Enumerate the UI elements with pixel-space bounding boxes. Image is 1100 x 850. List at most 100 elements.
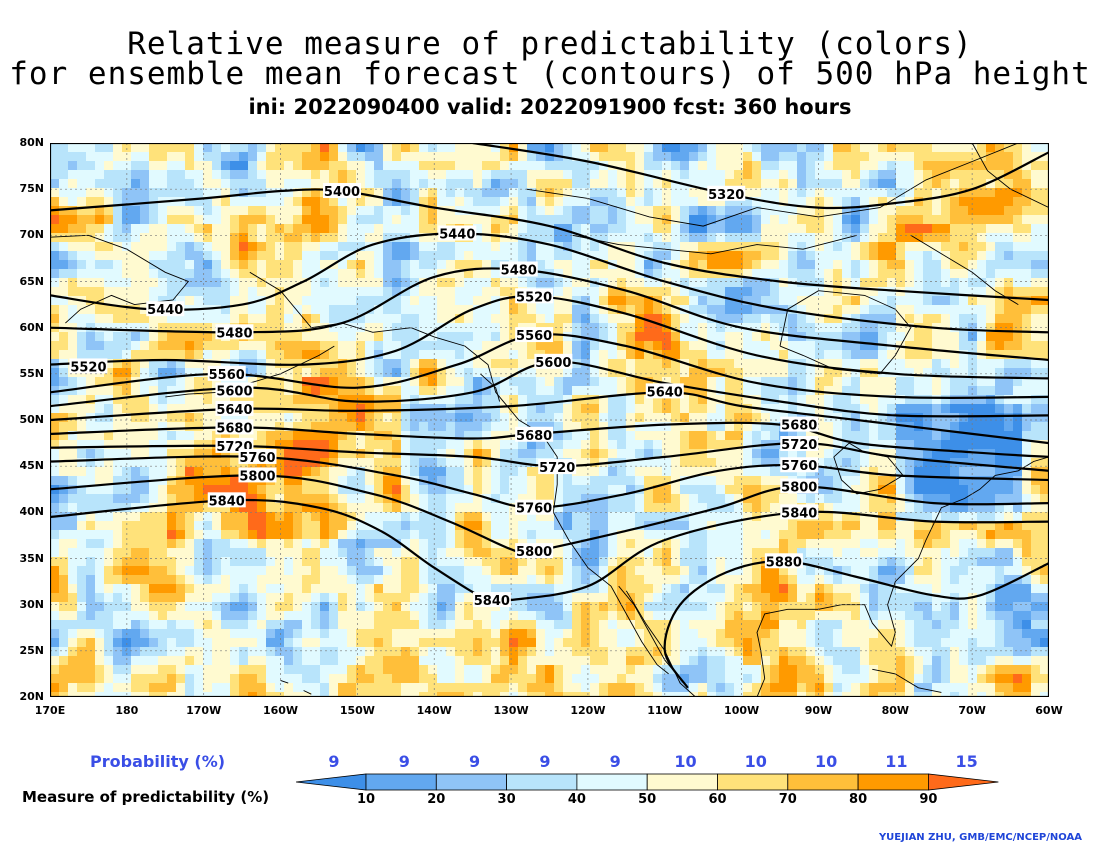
- contour-label-5880: 5880: [764, 553, 803, 570]
- color-bar-segment: [365, 773, 437, 791]
- color-bar-segment: [435, 773, 508, 791]
- contour-label-5680: 5680: [515, 426, 554, 444]
- lon-label: 170W: [186, 704, 222, 717]
- probability-value: 9: [609, 752, 621, 771]
- contour-label-5640: 5640: [645, 383, 684, 400]
- contour-label-5560: 5560: [207, 365, 246, 383]
- lon-label: 80W: [881, 704, 910, 717]
- lon-label: 150W: [339, 704, 375, 717]
- lat-label: 55N: [19, 366, 44, 380]
- contour-label-5600: 5600: [534, 353, 573, 371]
- lon-label: 120W: [570, 704, 606, 717]
- contour-label-5520: 5520: [69, 358, 108, 375]
- title-line-3: ini: 2022090400 valid: 2022091900 fcst: …: [248, 95, 852, 119]
- lon-label: 160W: [262, 704, 299, 717]
- lat-label: 65N: [19, 274, 44, 288]
- color-bar-segment: [506, 773, 578, 791]
- lat-label: 60N: [19, 320, 44, 334]
- measure-title: Measure of predictability (%): [22, 788, 270, 806]
- color-bar: [296, 773, 999, 791]
- color-bar-label: 20: [427, 792, 446, 807]
- probability-value: 15: [955, 752, 978, 771]
- contour-label-5720: 5720: [538, 459, 577, 476]
- lon-label: 60W: [1035, 704, 1063, 717]
- color-bar-segment: [717, 773, 789, 791]
- probability-value: 11: [885, 752, 908, 771]
- color-bar-segment: [646, 773, 718, 791]
- lat-label: 35N: [19, 551, 44, 565]
- color-bar-label: 40: [567, 792, 586, 807]
- title-line-2: for ensemble mean forecast (contours) of…: [9, 56, 1091, 92]
- map-canvas: 5320 5400 5440 5440 5480 5480 5520 5520 5560 5560…: [49, 142, 1050, 698]
- lon-label: 130W: [493, 704, 529, 717]
- color-bar-label: 30: [497, 792, 516, 807]
- probability-value: 9: [539, 752, 551, 771]
- lon-label: 110W: [647, 704, 683, 717]
- contour-label-5600: 5600: [215, 382, 254, 399]
- contour-label-5760: 5760: [238, 448, 277, 466]
- lat-label: 45N: [19, 459, 44, 473]
- color-bar-segment: [576, 773, 648, 791]
- color-bar-segment: [928, 773, 999, 791]
- color-bar-label: 10: [356, 792, 376, 807]
- lon-label: 180: [115, 704, 139, 717]
- contour-label-5840: 5840: [207, 492, 246, 509]
- contour-labels: 5320 5400 5440 5440 5480 5480 5520 5520 5560 5560…: [69, 183, 819, 609]
- color-bar-segment: [857, 773, 929, 791]
- title-line-1: Relative measure of predictability (colo…: [127, 26, 973, 62]
- probability-value: 10: [744, 752, 767, 771]
- lat-label: 25N: [19, 643, 44, 657]
- contour-label-5680: 5680: [780, 416, 819, 434]
- probability-value: 9: [469, 752, 481, 771]
- contour-label-5560: 5560: [515, 327, 554, 344]
- lat-label: 70N: [19, 228, 44, 242]
- credit-text: YUEJIAN ZHU, GMB/EMC/NCEP/NOAA: [878, 832, 1082, 843]
- probability-title: Probability (%): [90, 752, 226, 771]
- contour-label-5760: 5760: [780, 457, 819, 474]
- color-bar-segment: [787, 773, 859, 791]
- contour-label-5840: 5840: [472, 592, 511, 609]
- contour-label-5480: 5480: [499, 261, 538, 278]
- contour-5400: [50, 188, 1049, 302]
- color-bar-label: 50: [638, 792, 657, 807]
- contour-label-5320: 5320: [707, 185, 746, 203]
- contour-label-5440: 5440: [438, 225, 477, 242]
- probability-value: 9: [328, 752, 340, 771]
- probability-value: 9: [398, 752, 410, 771]
- map-frame: [49, 142, 1050, 698]
- contour-5440: [50, 232, 1049, 334]
- color-bar-label: 90: [919, 792, 938, 807]
- contour-label-5680: 5680: [215, 419, 254, 436]
- contour-label-5840: 5840: [780, 504, 819, 521]
- lon-label: 140W: [416, 704, 452, 717]
- lon-label: 100W: [724, 704, 760, 717]
- lon-label: 70W: [958, 704, 986, 717]
- contour-label-5480: 5480: [215, 324, 254, 341]
- lat-label: 75N: [19, 182, 44, 196]
- contour-label-5720: 5720: [780, 436, 819, 453]
- contour-label-5800: 5800: [780, 478, 819, 495]
- lat-label: 40N: [19, 505, 44, 519]
- probability-value: 10: [814, 752, 838, 771]
- lon-label: 170E: [34, 704, 66, 717]
- color-bar-label: 80: [849, 792, 868, 807]
- lat-label: 30N: [19, 597, 44, 611]
- contour-label-5440: 5440: [146, 301, 185, 318]
- lat-label: 80N: [19, 136, 44, 149]
- contour-5680: [50, 421, 1049, 458]
- contour-label-5800: 5800: [515, 543, 554, 560]
- contour-label-5400: 5400: [323, 183, 362, 200]
- predictability-map: 5320 5400 5440 5440 5480 5480 5520 5520 5560 5560…: [49, 142, 1050, 698]
- contour-5320: [472, 143, 1049, 210]
- probability-value: 10: [674, 752, 697, 771]
- lat-label: 50N: [19, 413, 44, 426]
- color-bar-label: 60: [708, 792, 727, 807]
- contour-label-5800: 5800: [238, 467, 277, 484]
- contour-label-5760: 5760: [515, 499, 554, 517]
- color-bar-segment: [296, 773, 367, 791]
- contour-label-5640: 5640: [215, 400, 254, 418]
- color-bar-label: 70: [778, 792, 797, 807]
- contour-label-5520: 5520: [515, 288, 554, 305]
- lat-label: 20N: [19, 690, 44, 703]
- lon-label: 90W: [804, 704, 833, 717]
